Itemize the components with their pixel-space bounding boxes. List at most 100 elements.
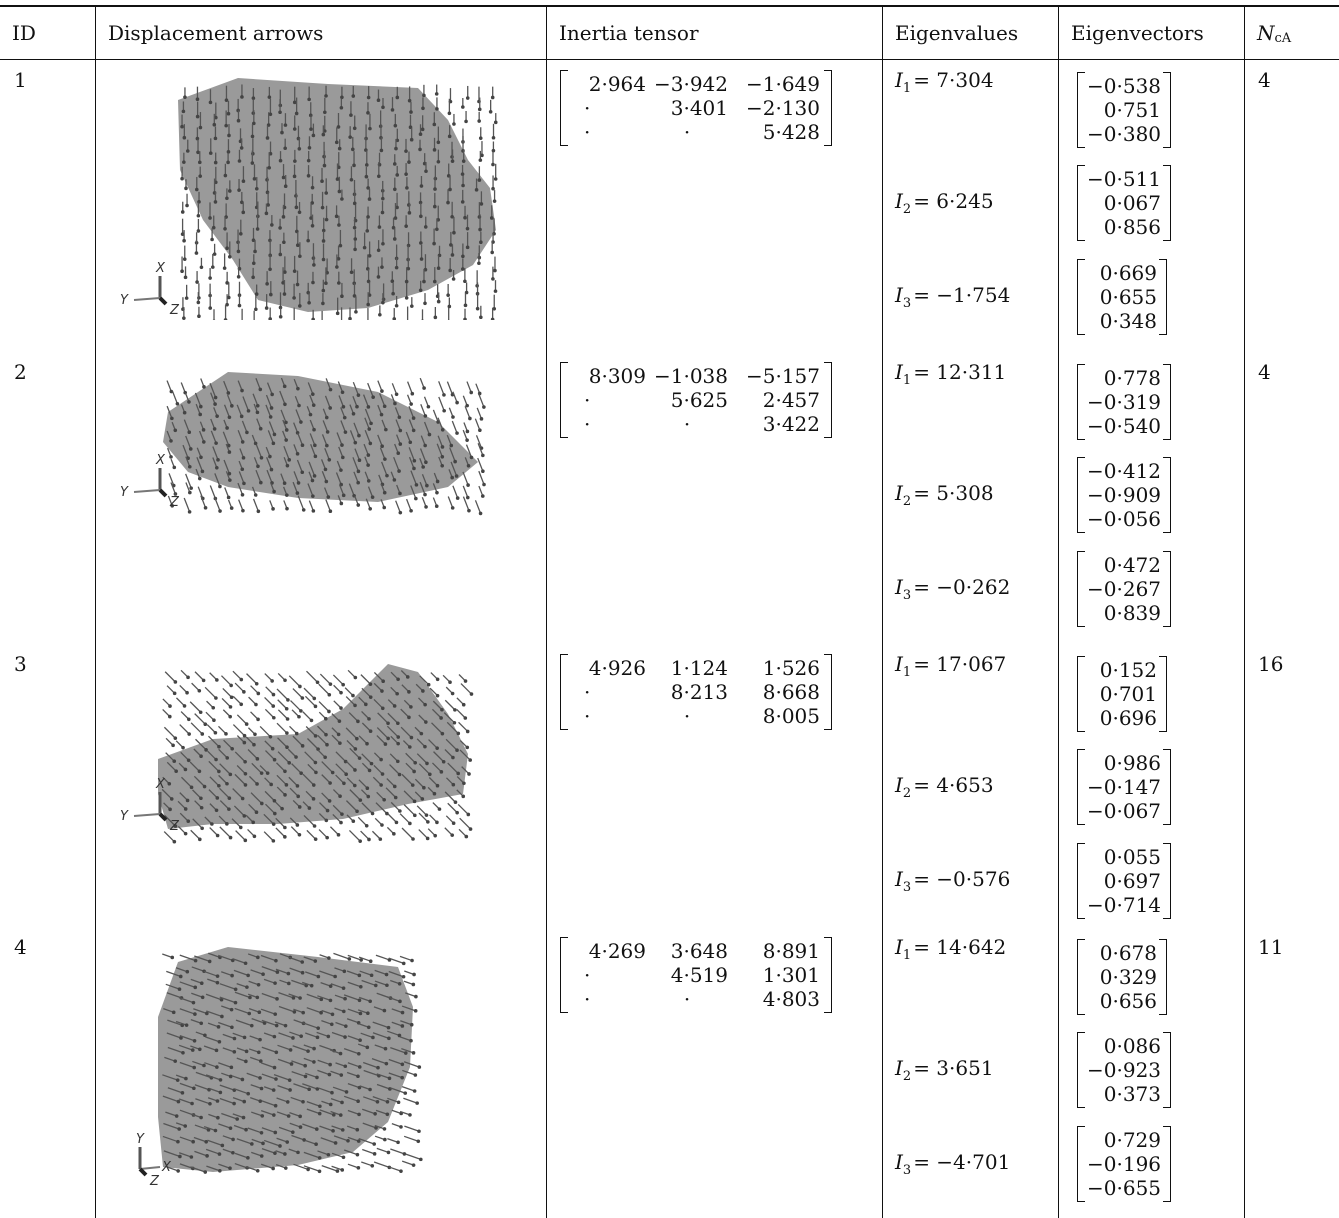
arrow-head [335,311,340,316]
arrow-head [291,996,296,1000]
displacement-arrow [387,813,397,823]
arrow-head [460,172,465,176]
eigenvector-component: 0·655 [1099,285,1157,309]
arrow-head [433,204,437,209]
arrow-head [228,1126,233,1130]
arrow-head [336,833,341,837]
arrow-head [408,440,413,445]
arrow-head [181,745,185,750]
eigenvalue: I2 = 6·245 [895,189,994,217]
arrow-head [366,479,371,483]
arrow-head [338,1051,343,1056]
arrow-head [185,690,189,695]
arrow-head [469,455,474,460]
displacement-arrow [428,777,438,787]
arrow-head [450,506,455,510]
displacement-arrow [390,1087,406,1094]
arrow-head [188,447,193,451]
arrow-head [177,1127,181,1131]
arrow-head [440,445,445,449]
displacement-arrow [302,1123,318,1130]
arrow-head [392,237,397,241]
arrow-head [254,186,259,191]
arrow-head [340,1128,345,1132]
arrow-head [450,253,455,257]
eigenvalue-subscript: 2 [902,1069,912,1084]
arrow-head [337,146,342,151]
displacement-arrow [207,1022,219,1028]
tensor-cell: 4·269 [588,939,646,963]
arrow-head [268,454,272,459]
displacement-arrow [399,813,411,824]
displacement-arrow [431,722,443,735]
arrow-head [380,210,385,215]
arrow-head [259,480,263,485]
displacement-arrow [191,682,200,692]
arrow-head [215,974,220,978]
arrow-head [398,428,403,433]
arrow-head [379,783,383,787]
arrow-head [381,241,385,246]
arrow-head [353,247,357,252]
arrow-head [242,1035,247,1040]
arrow-head [359,958,363,962]
displacement-arrow [263,978,276,984]
arrow-head [402,1152,407,1156]
arrow-head [253,441,258,446]
displacement-arrow [388,1072,403,1079]
displacement-arrow [332,813,342,824]
arrow-head [292,296,296,300]
displacement-arrow [345,727,358,740]
displacement-arrow [401,1047,414,1054]
eigenvector-left-bracket [1077,939,1085,1015]
arrow-head [404,224,408,228]
arrow-head [382,797,386,802]
arrow-head [324,732,328,737]
arrow-head [227,450,232,454]
displacement-arrow [318,683,330,696]
arrow-head [455,400,459,405]
arrow-head [283,146,287,151]
eigenvalue-symbol: I [895,360,903,384]
displacement-arrow [194,955,210,963]
arrow-head [198,1047,202,1052]
arrow-head [417,1065,422,1069]
arrow-head [423,443,427,448]
eigenvector-component: −0·923 [1087,1058,1162,1082]
displacement-arrow [457,803,469,815]
arrow-head [240,1077,245,1082]
displacement-arrow [336,432,343,446]
arrow-head [491,186,495,191]
arrow-head [422,785,426,790]
arrow-head [351,94,356,98]
arrow-head [349,177,354,182]
arrow-head [301,1099,305,1104]
displacement-arrow [263,831,274,842]
displacement-arrow [305,1139,317,1145]
arrow-head [440,427,445,432]
arrow-head [432,279,437,284]
displacement-arrow [205,1036,220,1043]
arrow-head [312,1046,316,1051]
arrow-head [453,708,457,712]
arrow-head [340,812,344,816]
displacement-arrow [401,1085,415,1092]
arrow-head [428,772,432,777]
arrow-head [184,1076,188,1081]
arrow-head [353,768,357,772]
displacement-arrow [446,381,454,395]
displacement-arrow [465,444,473,458]
displacement-arrow [204,686,217,699]
displacement-arrow [436,443,443,458]
displacement-arrow [363,1069,380,1077]
displacement-arrow [348,829,361,842]
arrow-head [254,292,259,296]
displacement-arrow [191,966,205,972]
displacement-arrow [317,725,327,736]
arrow-head [244,1049,249,1054]
displacement-arrows-figure: YXZ [120,664,474,844]
arrow-head [311,509,316,513]
arrow-head [424,505,428,509]
displacement-arrow [387,1137,399,1143]
arrow-head [183,275,188,280]
